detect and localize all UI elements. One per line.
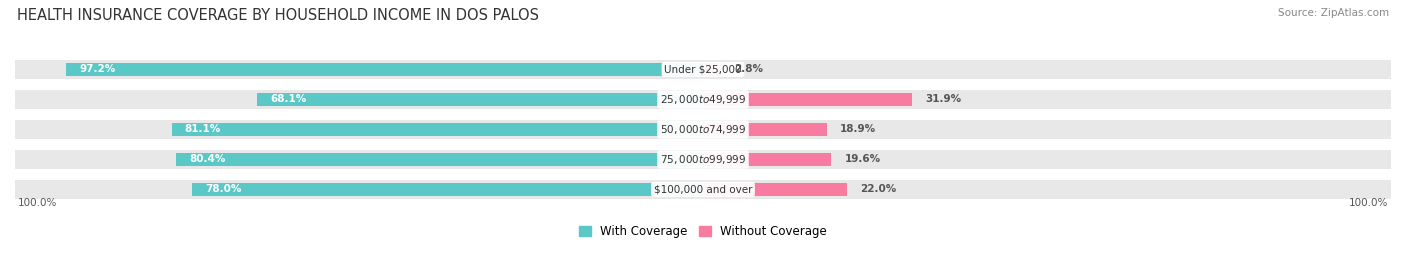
Bar [703, 63, 721, 76]
Text: 31.9%: 31.9% [925, 94, 962, 104]
Bar [703, 93, 912, 106]
Bar [703, 120, 1391, 139]
Text: 80.4%: 80.4% [190, 154, 226, 164]
Bar [15, 150, 703, 169]
Text: 2.8%: 2.8% [734, 65, 763, 75]
Bar [172, 123, 703, 136]
Bar [703, 123, 827, 136]
Text: 18.9%: 18.9% [839, 125, 876, 134]
Text: HEALTH INSURANCE COVERAGE BY HOUSEHOLD INCOME IN DOS PALOS: HEALTH INSURANCE COVERAGE BY HOUSEHOLD I… [17, 8, 538, 23]
Bar [257, 93, 703, 106]
Text: 68.1%: 68.1% [270, 94, 307, 104]
Text: $50,000 to $74,999: $50,000 to $74,999 [659, 123, 747, 136]
Legend: With Coverage, Without Coverage: With Coverage, Without Coverage [579, 225, 827, 238]
Bar [703, 60, 1391, 79]
Bar [176, 153, 703, 166]
Text: 100.0%: 100.0% [1348, 198, 1388, 208]
Bar [703, 150, 1391, 169]
Text: $75,000 to $99,999: $75,000 to $99,999 [659, 153, 747, 166]
Bar [66, 63, 703, 76]
Bar [703, 153, 831, 166]
Text: 97.2%: 97.2% [79, 65, 115, 75]
Bar [15, 120, 703, 139]
Text: Under $25,000: Under $25,000 [664, 65, 742, 75]
Text: 100.0%: 100.0% [18, 198, 58, 208]
Text: Source: ZipAtlas.com: Source: ZipAtlas.com [1278, 8, 1389, 18]
Text: 19.6%: 19.6% [845, 154, 880, 164]
Bar [703, 90, 1391, 109]
Text: $25,000 to $49,999: $25,000 to $49,999 [659, 93, 747, 106]
Bar [191, 183, 703, 196]
Bar [15, 180, 703, 199]
Bar [15, 60, 703, 79]
Text: $100,000 and over: $100,000 and over [654, 185, 752, 194]
Bar [15, 90, 703, 109]
Text: 78.0%: 78.0% [205, 185, 242, 194]
Text: 81.1%: 81.1% [184, 125, 221, 134]
Bar [703, 183, 848, 196]
Bar [703, 180, 1391, 199]
Text: 22.0%: 22.0% [860, 185, 897, 194]
